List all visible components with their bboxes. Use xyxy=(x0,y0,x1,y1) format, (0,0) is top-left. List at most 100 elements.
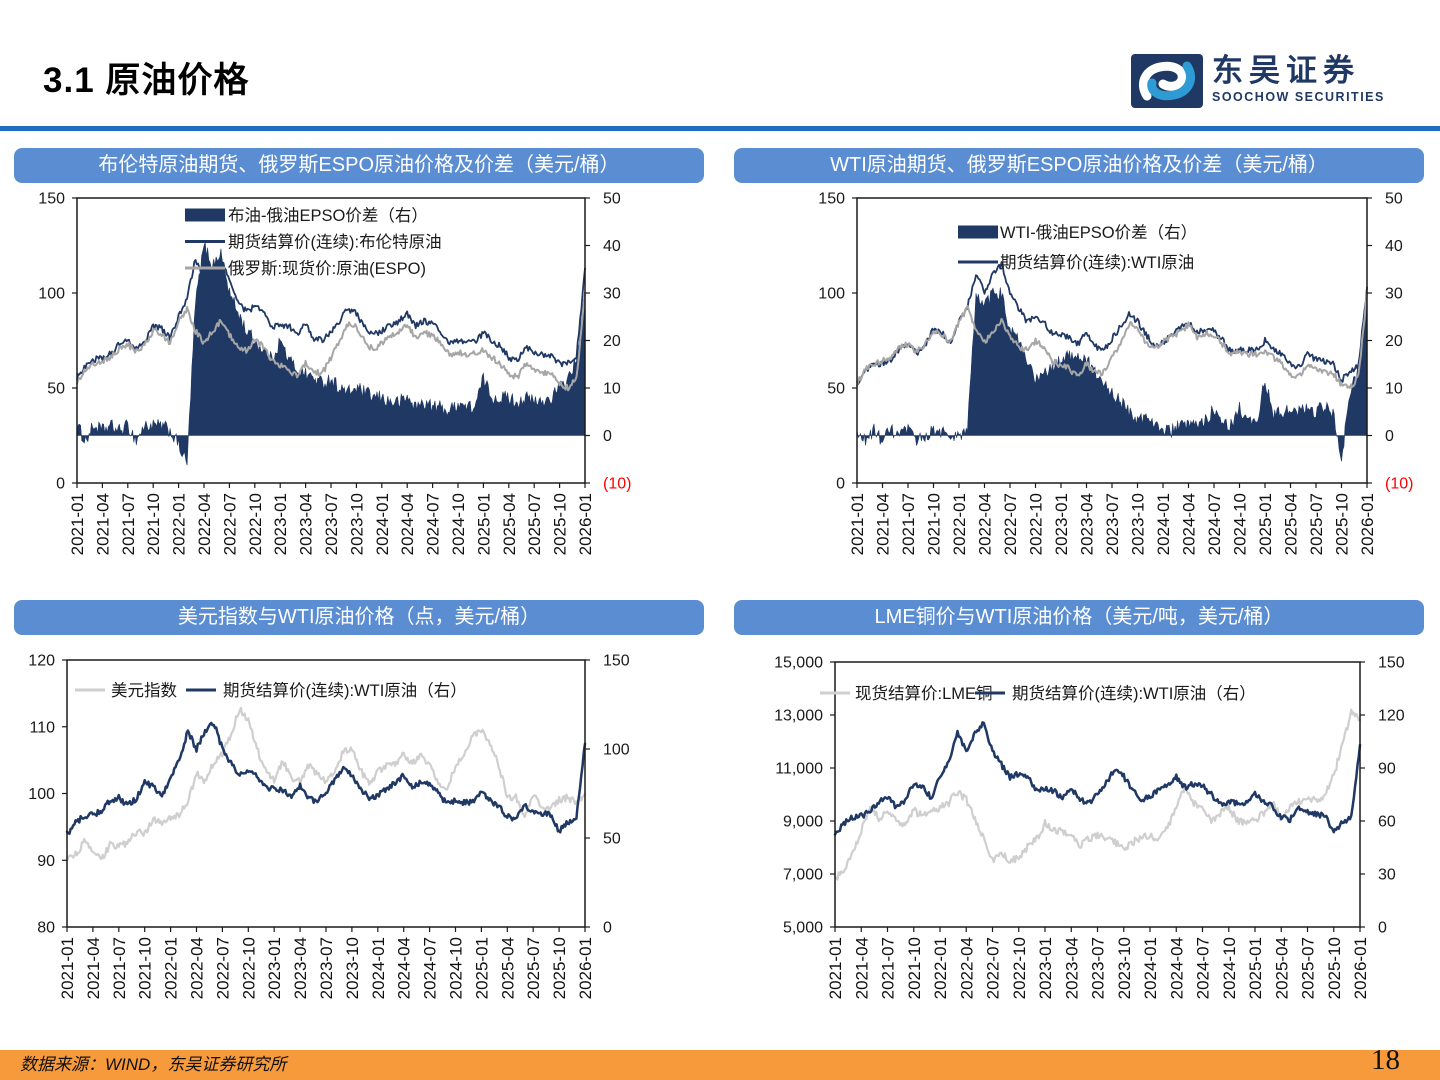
svg-text:50: 50 xyxy=(603,831,621,848)
svg-text:2025-04: 2025-04 xyxy=(1272,937,1291,999)
svg-text:2021-01: 2021-01 xyxy=(848,493,867,555)
svg-text:2022-01: 2022-01 xyxy=(170,493,189,555)
svg-text:2024-10: 2024-10 xyxy=(449,493,468,555)
svg-text:2024-07: 2024-07 xyxy=(424,493,443,555)
svg-text:2022-07: 2022-07 xyxy=(213,937,232,999)
svg-text:2025-01: 2025-01 xyxy=(1246,937,1265,999)
svg-text:2024-01: 2024-01 xyxy=(373,493,392,555)
svg-text:2026-01: 2026-01 xyxy=(1358,493,1377,555)
svg-text:2022-04: 2022-04 xyxy=(976,493,995,555)
svg-text:10: 10 xyxy=(603,381,621,398)
svg-text:0: 0 xyxy=(603,428,612,445)
svg-text:2025-07: 2025-07 xyxy=(524,937,543,999)
svg-text:2025-01: 2025-01 xyxy=(1256,493,1275,555)
svg-text:2022-07: 2022-07 xyxy=(1001,493,1020,555)
svg-text:2024-04: 2024-04 xyxy=(1167,937,1186,999)
svg-text:2021-10: 2021-10 xyxy=(144,493,163,555)
svg-text:100: 100 xyxy=(38,286,65,303)
svg-text:2025-04: 2025-04 xyxy=(500,493,519,555)
svg-text:2021-01: 2021-01 xyxy=(68,493,87,555)
svg-text:100: 100 xyxy=(28,786,55,803)
svg-text:现货结算价:LME铜: 现货结算价:LME铜 xyxy=(855,684,993,703)
svg-text:2022-04: 2022-04 xyxy=(957,937,976,999)
svg-text:2022-07: 2022-07 xyxy=(984,937,1003,999)
svg-text:期货结算价(连续):布伦特原油: 期货结算价(连续):布伦特原油 xyxy=(228,233,442,252)
svg-text:2023-10: 2023-10 xyxy=(343,937,362,999)
svg-text:2021-07: 2021-07 xyxy=(899,493,918,555)
data-source: 数据来源：WIND，东吴证券研究所 xyxy=(20,1055,287,1074)
chart-canvas-brent-espo: 150 100 50 0 50 40 30 20 10 0 (10) 2021-01 2021-04 20… xyxy=(14,186,704,595)
svg-text:30: 30 xyxy=(1378,867,1396,884)
chart-title: LME铜价与WTI原油价格（美元/吨，美元/桶） xyxy=(734,600,1424,635)
svg-text:2022-07: 2022-07 xyxy=(220,493,239,555)
svg-text:50: 50 xyxy=(603,191,621,208)
svg-text:2024-07: 2024-07 xyxy=(1194,937,1213,999)
svg-text:30: 30 xyxy=(1385,286,1403,303)
svg-text:期货结算价(连续):WTI原油（右）: 期货结算价(连续):WTI原油（右） xyxy=(1012,684,1256,703)
svg-text:120: 120 xyxy=(1378,708,1405,725)
svg-text:2024-01: 2024-01 xyxy=(369,937,388,999)
svg-text:2025-10: 2025-10 xyxy=(550,937,569,999)
svg-text:2021-01: 2021-01 xyxy=(826,937,845,999)
svg-text:2021-07: 2021-07 xyxy=(110,937,129,999)
svg-text:90: 90 xyxy=(37,853,55,870)
svg-text:2023-10: 2023-10 xyxy=(347,493,366,555)
svg-text:2024-07: 2024-07 xyxy=(421,937,440,999)
svg-text:20: 20 xyxy=(603,333,621,350)
svg-text:60: 60 xyxy=(1378,814,1396,831)
svg-text:100: 100 xyxy=(603,742,630,759)
chart-panel-brent-espo: 布伦特原油期货、俄罗斯ESPO原油价格及价差（美元/桶） 150 100 50 0 50… xyxy=(14,148,704,595)
svg-text:2024-04: 2024-04 xyxy=(1180,493,1199,555)
logo-name-cn: 东吴证券 xyxy=(1212,53,1360,88)
svg-text:2024-10: 2024-10 xyxy=(447,937,466,999)
chart-canvas-wti-espo: 150 100 50 0 50 40 30 20 10 0 (10) 2021-01 2021-04 20… xyxy=(734,186,1424,595)
svg-text:2023-07: 2023-07 xyxy=(317,937,336,999)
svg-text:2021-07: 2021-07 xyxy=(119,493,138,555)
svg-text:2021-01: 2021-01 xyxy=(58,937,77,999)
svg-text:2021-04: 2021-04 xyxy=(84,937,103,999)
svg-text:2024-01: 2024-01 xyxy=(1141,937,1160,999)
svg-text:2025-01: 2025-01 xyxy=(472,937,491,999)
soochow-logo-icon xyxy=(1131,54,1203,113)
chart-canvas-lme-wti: 15,000 13,000 11,000 9,000 7,000 5,000 150 120 9… xyxy=(734,640,1424,1045)
svg-text:2025-01: 2025-01 xyxy=(474,493,493,555)
svg-text:2025-07: 2025-07 xyxy=(1307,493,1326,555)
svg-text:2023-04: 2023-04 xyxy=(291,937,310,999)
chart-panel-wti-espo: WTI原油期货、俄罗斯ESPO原油价格及价差（美元/桶） 150 100 50 0 50… xyxy=(734,148,1424,595)
svg-text:(10): (10) xyxy=(603,476,631,493)
svg-text:期货结算价(连续):WTI原油（右）: 期货结算价(连续):WTI原油（右） xyxy=(223,681,467,700)
svg-text:美元指数: 美元指数 xyxy=(111,681,178,700)
svg-text:50: 50 xyxy=(1385,191,1403,208)
chart-title: WTI原油期货、俄罗斯ESPO原油价格及价差（美元/桶） xyxy=(734,148,1424,183)
svg-text:2023-10: 2023-10 xyxy=(1129,493,1148,555)
svg-text:2022-10: 2022-10 xyxy=(1027,493,1046,555)
svg-text:2025-10: 2025-10 xyxy=(1333,493,1352,555)
svg-text:2023-10: 2023-10 xyxy=(1115,937,1134,999)
svg-text:2022-10: 2022-10 xyxy=(1010,937,1029,999)
chart-canvas-dxy-wti: 120 110 100 90 80 150 100 50 0 2021-01 2021-04 2021… xyxy=(14,640,704,1045)
svg-text:2022-10: 2022-10 xyxy=(246,493,265,555)
svg-text:20: 20 xyxy=(1385,333,1403,350)
svg-text:110: 110 xyxy=(29,719,55,736)
svg-text:2025-07: 2025-07 xyxy=(1299,937,1318,999)
svg-text:100: 100 xyxy=(818,286,845,303)
svg-text:2023-04: 2023-04 xyxy=(1062,937,1081,999)
svg-text:俄罗斯:现货价:原油(ESPO): 俄罗斯:现货价:原油(ESPO) xyxy=(228,259,426,278)
svg-text:2022-01: 2022-01 xyxy=(162,937,181,999)
svg-text:2021-04: 2021-04 xyxy=(852,937,871,999)
svg-text:0: 0 xyxy=(836,476,845,493)
svg-text:10: 10 xyxy=(1385,381,1403,398)
svg-text:11,000: 11,000 xyxy=(775,761,823,778)
svg-text:2025-04: 2025-04 xyxy=(1282,493,1301,555)
svg-text:50: 50 xyxy=(47,381,65,398)
logo-name-en: SOOCHOW SECURITIES xyxy=(1212,90,1385,105)
svg-text:2025-04: 2025-04 xyxy=(498,937,517,999)
chart-title: 美元指数与WTI原油价格（点，美元/桶） xyxy=(14,600,704,635)
svg-text:2021-04: 2021-04 xyxy=(93,493,112,555)
svg-text:2023-04: 2023-04 xyxy=(297,493,316,555)
svg-text:2021-07: 2021-07 xyxy=(879,937,898,999)
svg-text:2023-07: 2023-07 xyxy=(1089,937,1108,999)
svg-text:2021-04: 2021-04 xyxy=(874,493,893,555)
svg-text:2025-10: 2025-10 xyxy=(551,493,570,555)
svg-text:15,000: 15,000 xyxy=(774,655,823,672)
